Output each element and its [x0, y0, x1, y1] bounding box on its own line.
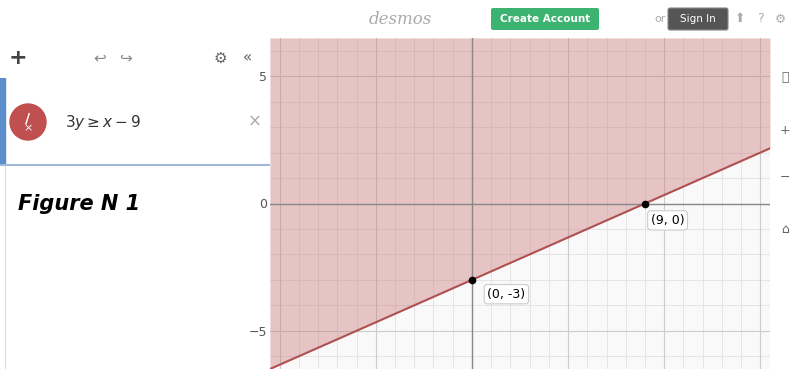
Text: or: or [654, 14, 666, 24]
Text: desmos: desmos [368, 10, 432, 28]
Text: «: « [243, 51, 253, 66]
Text: ↪: ↪ [118, 51, 131, 66]
Text: ×: × [248, 113, 262, 131]
Text: −: − [780, 170, 790, 183]
Text: Sign In: Sign In [680, 14, 716, 24]
FancyBboxPatch shape [668, 8, 728, 30]
Text: Figure N 1: Figure N 1 [18, 194, 140, 214]
FancyBboxPatch shape [491, 8, 599, 30]
Circle shape [10, 104, 46, 140]
Text: (9, 0): (9, 0) [650, 214, 684, 227]
Text: $3y \geq x - 9$: $3y \geq x - 9$ [65, 113, 141, 131]
Text: ⌂: ⌂ [781, 224, 789, 237]
Text: Untitled Graph: Untitled Graph [35, 12, 137, 26]
Text: ⚙: ⚙ [774, 13, 786, 25]
Text: ?: ? [757, 13, 763, 25]
Text: +: + [9, 48, 27, 68]
Text: /: / [26, 111, 30, 125]
Text: ×: × [23, 123, 33, 133]
Text: (0, -3): (0, -3) [487, 288, 526, 301]
Text: ⚙: ⚙ [213, 51, 227, 66]
Bar [0, 78, 5, 166]
Text: +: + [780, 124, 790, 137]
Text: Create Account: Create Account [500, 14, 590, 24]
Text: 🔧: 🔧 [782, 71, 789, 84]
Text: ↩: ↩ [94, 51, 106, 66]
Text: ≡: ≡ [12, 10, 27, 28]
Text: ⬆: ⬆ [734, 13, 746, 25]
